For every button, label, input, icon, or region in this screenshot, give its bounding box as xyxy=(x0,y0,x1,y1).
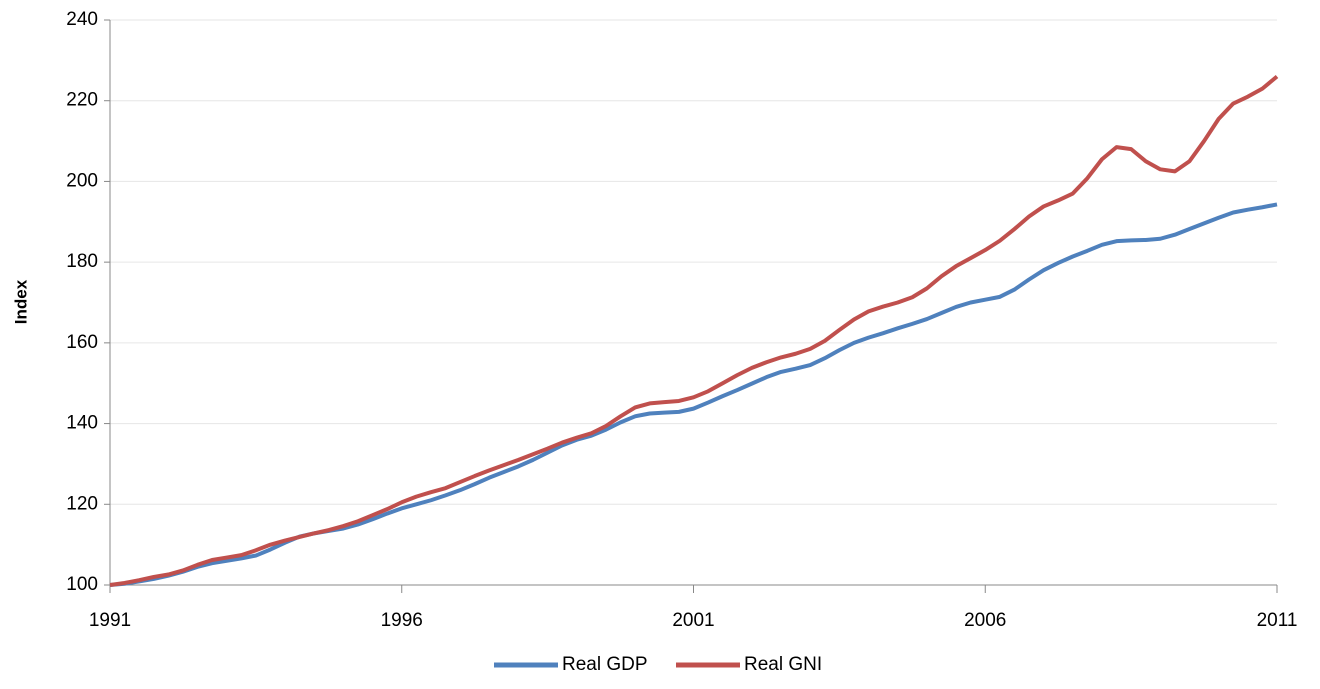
y-tick-label: 180 xyxy=(66,251,98,272)
y-tick-label: 140 xyxy=(66,413,98,434)
y-tick-label: 220 xyxy=(66,90,98,111)
x-tick-label: 1991 xyxy=(89,610,131,631)
legend-label: Real GDP xyxy=(562,654,648,675)
data-line xyxy=(109,202,1278,587)
y-axis-label: Index xyxy=(11,279,30,324)
y-tick-label: 160 xyxy=(66,332,98,353)
x-tick-label: 1996 xyxy=(381,610,423,631)
x-tick-label: 2006 xyxy=(964,610,1006,631)
data-line xyxy=(109,74,1279,587)
y-tick-label: 240 xyxy=(66,9,98,30)
y-tick-label: 120 xyxy=(66,493,98,514)
y-tick-label: 100 xyxy=(66,574,98,595)
x-tick-label: 2001 xyxy=(672,610,714,631)
y-tick-label: 200 xyxy=(66,170,98,191)
x-tick-label: 2011 xyxy=(1257,610,1298,631)
legend-label: Real GNI xyxy=(744,654,822,675)
